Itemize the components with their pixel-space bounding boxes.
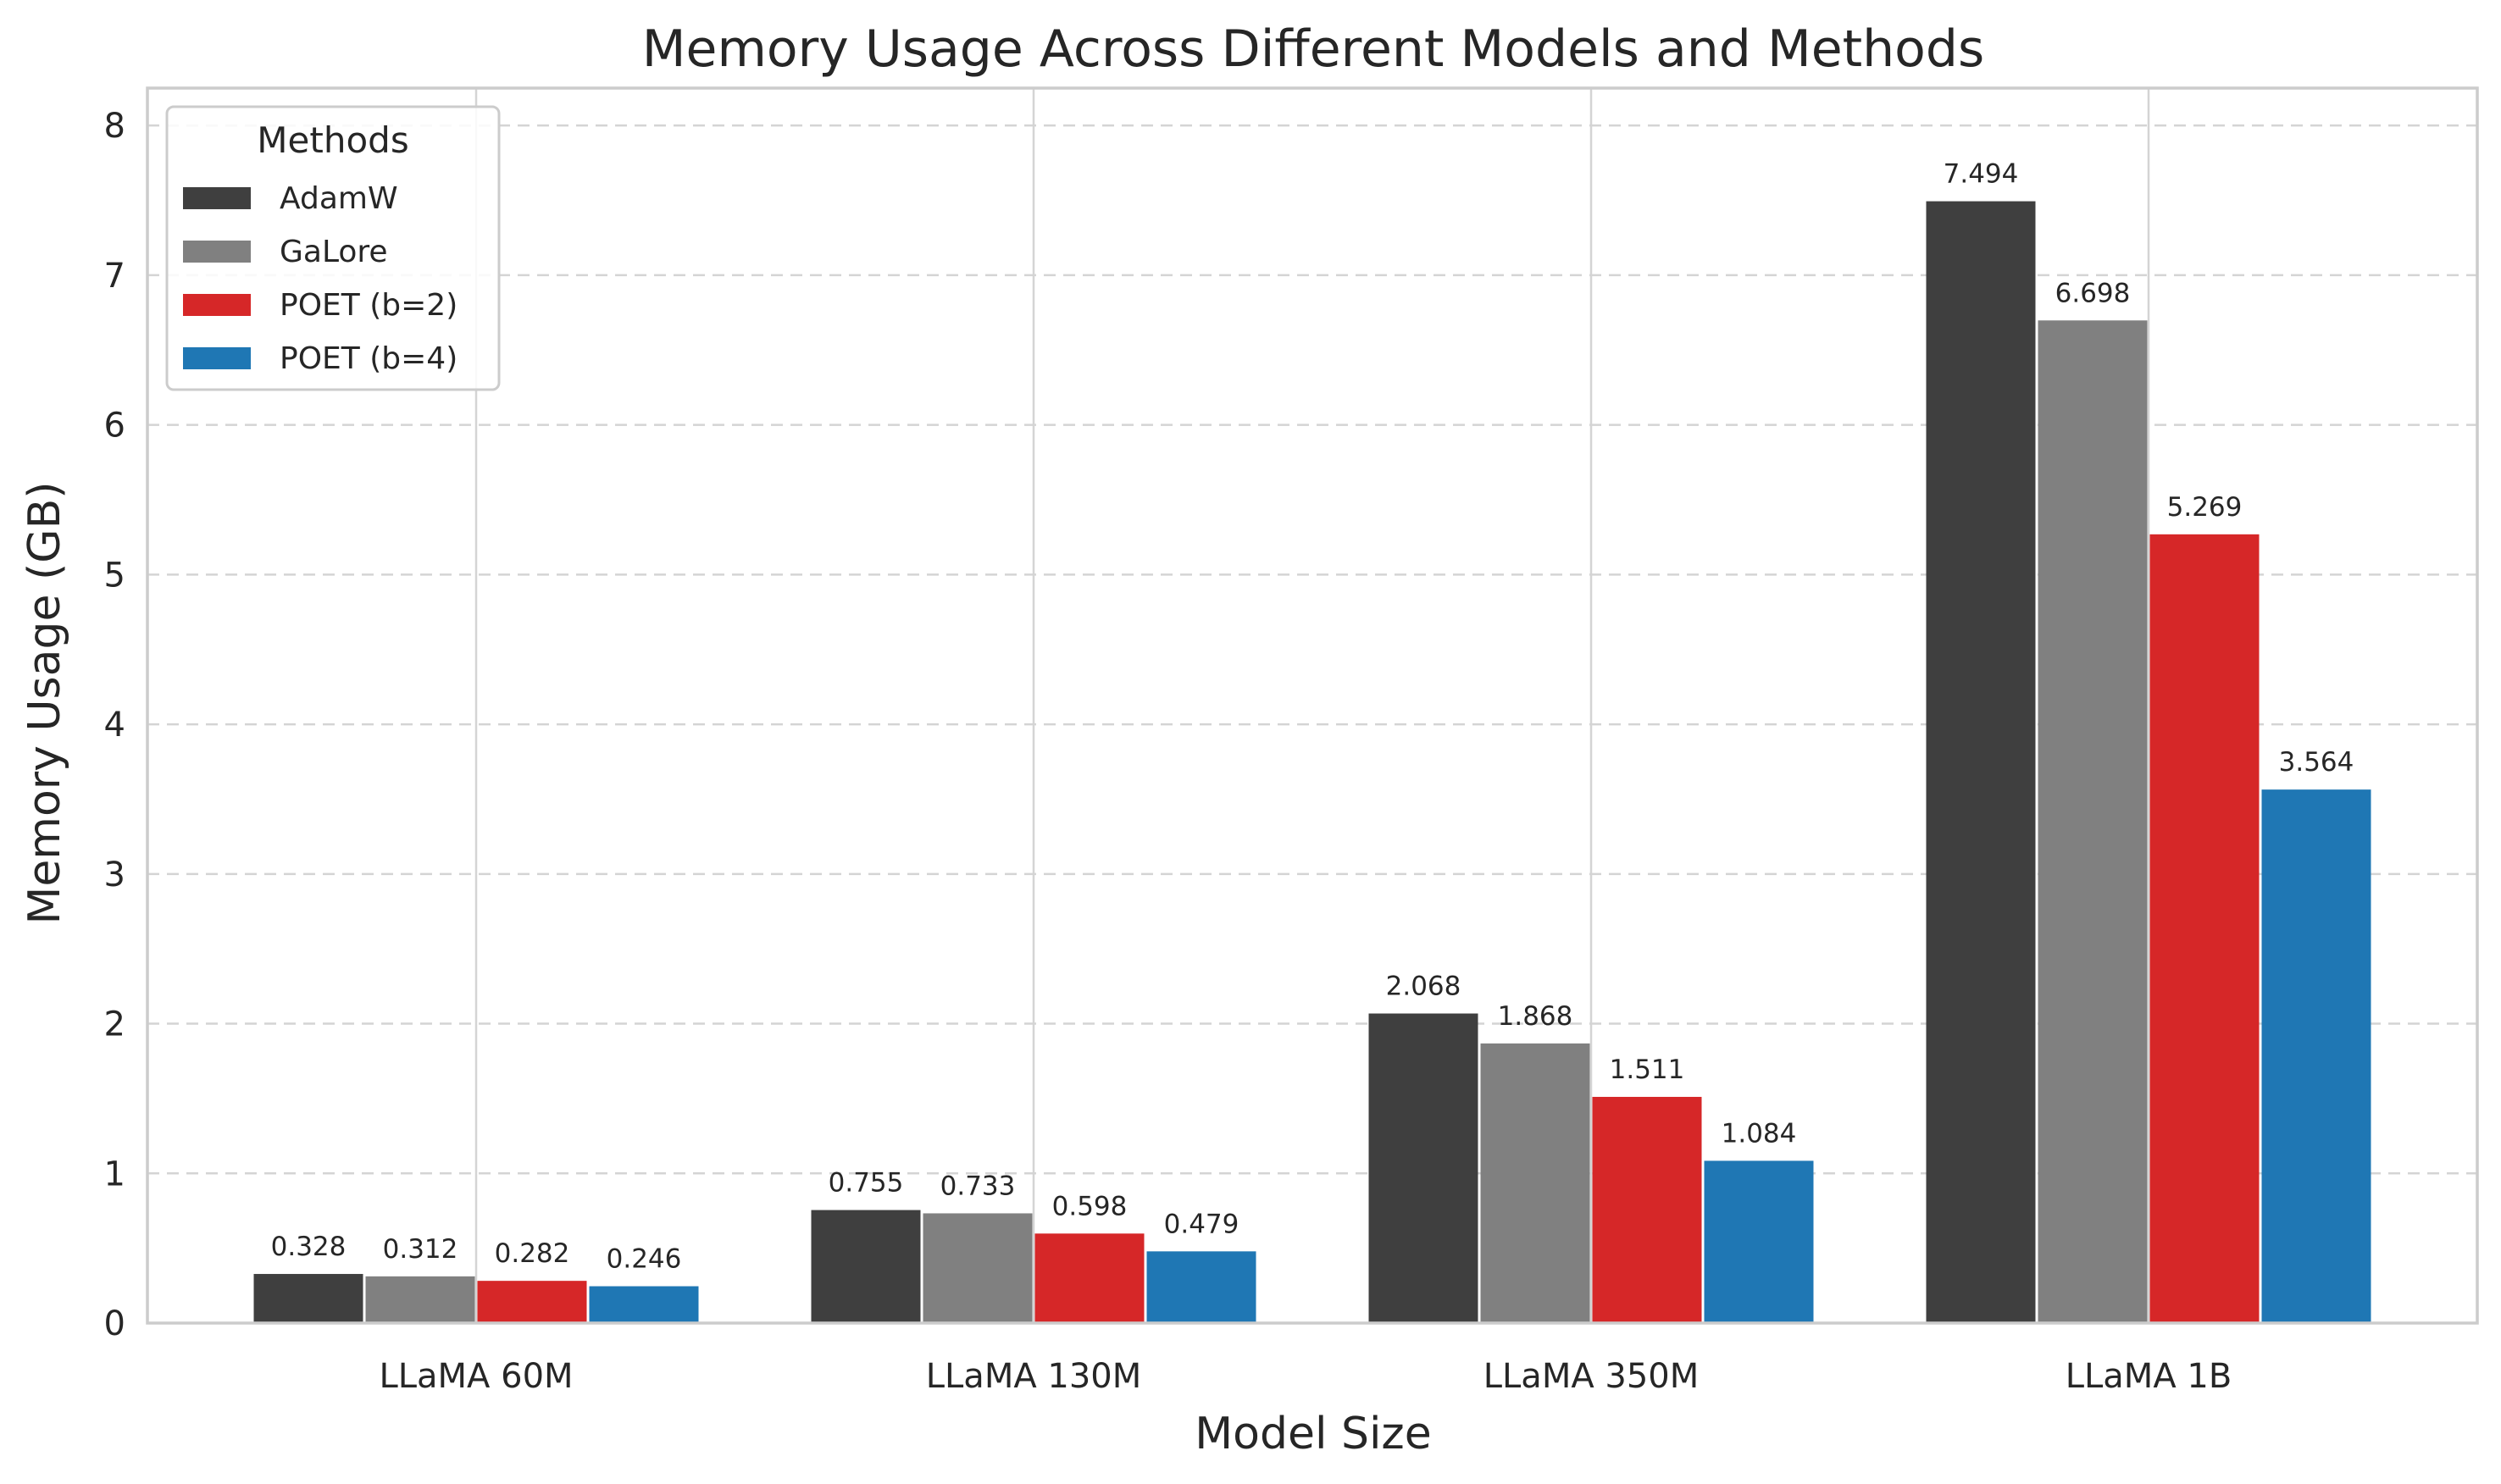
legend: Methods AdamW GaLore POET (b=2) POET (b=4) — [165, 105, 501, 391]
bar-value-label: 0.598 — [1052, 1191, 1128, 1221]
y-axis-label: Memory Usage (GB) — [19, 481, 70, 924]
legend-entry-label: AdamW — [280, 181, 398, 216]
bar-poet-b-2- — [1592, 1096, 1702, 1323]
y-axis-ticks: 0 1 2 3 4 5 6 7 8 — [104, 107, 125, 1343]
bar-value-label: 1.511 — [1610, 1055, 1685, 1085]
y-tick-label: 1 — [104, 1155, 125, 1193]
x-tick-label: LLaMA 1B — [2066, 1357, 2232, 1396]
value-labels: 0.328 0.755 2.068 7.494 0.312 0.733 1.868 6.698… — [271, 159, 2354, 1275]
x-tick-label: LLaMA 60M — [379, 1357, 573, 1396]
bar-value-label: 1.084 — [1722, 1118, 1797, 1149]
chart-title: Memory Usage Across Different Models and… — [642, 19, 1984, 79]
bar-poet-b-4- — [1146, 1251, 1256, 1323]
y-tick-label: 2 — [104, 1005, 125, 1044]
bar-value-label: 0.312 — [383, 1234, 458, 1265]
bar-adamw — [1926, 201, 2036, 1323]
bar-adamw — [1368, 1013, 1478, 1323]
gridlines — [147, 88, 2477, 1325]
y-tick-label: 5 — [104, 556, 125, 595]
bar-galore — [1480, 1043, 1590, 1323]
bar-value-label: 1.868 — [1498, 1001, 1573, 1032]
bar-value-label: 0.328 — [271, 1232, 347, 1262]
bar-poet-b-2- — [1034, 1233, 1145, 1323]
legend-title: Methods — [257, 119, 408, 161]
bar-value-label: 0.246 — [607, 1244, 682, 1275]
bar-poet-b-4- — [2261, 789, 2371, 1323]
y-tick-label: 4 — [104, 706, 125, 745]
x-tick-label: LLaMA 130M — [926, 1357, 1142, 1396]
x-axis-label: Model Size — [1195, 1409, 1431, 1459]
bar-poet-b-4- — [1704, 1160, 1814, 1323]
y-tick-label: 8 — [104, 107, 125, 146]
bar-galore — [365, 1276, 475, 1323]
bar-value-label: 6.698 — [2055, 278, 2131, 308]
legend-entry-label: POET (b=4) — [280, 341, 458, 376]
bar-value-label: 0.479 — [1164, 1209, 1239, 1239]
legend-swatch — [183, 347, 251, 369]
y-tick-label: 7 — [104, 257, 125, 296]
bar-poet-b-4- — [589, 1286, 699, 1323]
legend-box — [165, 105, 501, 391]
bar-poet-b-2- — [477, 1281, 587, 1323]
bar-value-label: 7.494 — [1944, 159, 2019, 190]
y-tick-label: 3 — [104, 856, 125, 894]
bar-value-label: 0.733 — [940, 1171, 1016, 1201]
legend-entry-label: POET (b=2) — [280, 288, 458, 323]
y-tick-label: 0 — [104, 1304, 125, 1343]
legend-entry-label: GaLore — [280, 235, 388, 269]
bar-value-label: 0.282 — [495, 1238, 570, 1269]
bar-galore — [923, 1213, 1033, 1323]
legend-swatch — [183, 294, 251, 316]
bar-poet-b-2- — [2149, 534, 2260, 1323]
bar-adamw — [253, 1274, 363, 1323]
plot-frame — [146, 86, 2479, 1325]
y-tick-label: 6 — [104, 407, 125, 446]
bar-value-label: 0.755 — [829, 1168, 904, 1199]
legend-swatch — [183, 241, 251, 263]
bars — [253, 201, 2371, 1323]
bar-value-label: 3.564 — [2279, 747, 2354, 778]
x-axis-ticks: LLaMA 60M LLaMA 130M LLaMA 350M LLaMA 1B — [379, 1357, 2232, 1396]
legend-swatch — [183, 187, 251, 209]
bar-galore — [2038, 320, 2148, 1323]
bar-adamw — [811, 1210, 921, 1323]
bar-value-label: 5.269 — [2167, 492, 2243, 523]
bar-value-label: 2.068 — [1386, 972, 1461, 1002]
x-tick-label: LLaMA 350M — [1483, 1357, 1700, 1396]
